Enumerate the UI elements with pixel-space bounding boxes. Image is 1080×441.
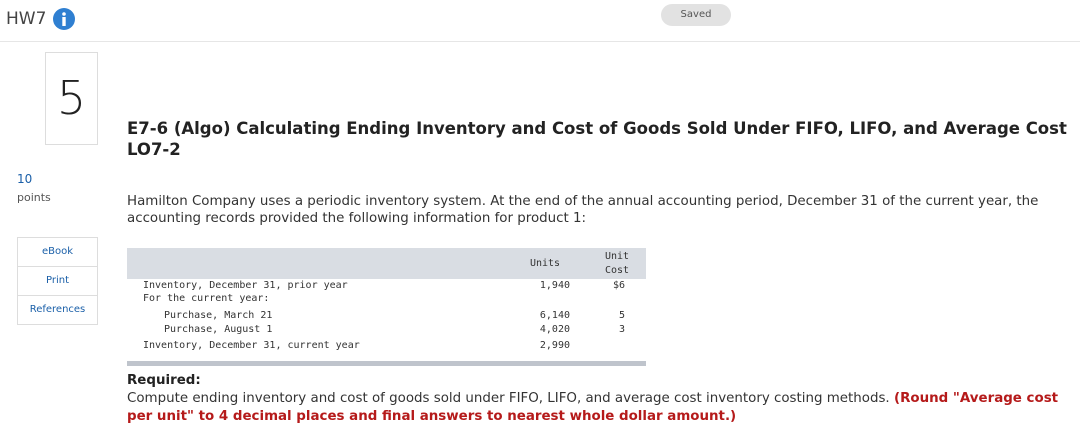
tool-link[interactable]: Print <box>18 267 97 296</box>
column-header: Unit Cost <box>604 251 630 276</box>
unit-cost-cell: 5 <box>618 310 625 321</box>
required-text: Compute ending inventory and cost of goo… <box>127 391 890 406</box>
row-label: Inventory, December 31, prior year <box>143 280 348 291</box>
points-value: 10 <box>17 172 33 186</box>
tool-link[interactable]: eBook <box>18 238 97 267</box>
required-note: (Round "Average cost per unit" to 4 deci… <box>127 391 1059 424</box>
data-table: Units Unit Cost Inventory, December 31, … <box>127 248 646 366</box>
units-cell: 1,940 <box>539 280 570 291</box>
row-label: Inventory, December 31, current year <box>143 340 360 351</box>
unit-cost-cell: $6 <box>612 280 625 291</box>
intro: Hamilton Company uses a periodic invento… <box>127 194 1039 226</box>
assignment-name: HW7 <box>6 9 47 29</box>
tool-link[interactable]: References <box>29 304 86 315</box>
units-cell: 4,020 <box>539 324 570 335</box>
unit-cost-cell: 3 <box>618 324 625 335</box>
top-bar: HW7 Saved <box>0 0 1080 42</box>
table-header <box>127 248 646 279</box>
row-label: Purchase, March 21 <box>164 310 273 321</box>
question-title: E7-6 (Algo) Calculating Ending Inventory… <box>127 119 1067 159</box>
row-label: For the current year: <box>143 293 270 304</box>
points-label: points <box>17 191 51 204</box>
row-label: Purchase, August 1 <box>164 324 273 335</box>
required-heading: Required: <box>127 373 201 388</box>
units-cell: 2,990 <box>539 340 570 351</box>
units-cell: 6,140 <box>539 310 570 321</box>
info-icon[interactable] <box>53 8 75 30</box>
table-rule <box>127 361 646 366</box>
tools: eBook Print References <box>17 237 98 325</box>
saved-status: Saved <box>661 4 731 26</box>
question-number: 5 <box>45 52 98 145</box>
column-header: Units <box>529 258 561 269</box>
required: Compute ending inventory and cost of goo… <box>127 390 1062 426</box>
